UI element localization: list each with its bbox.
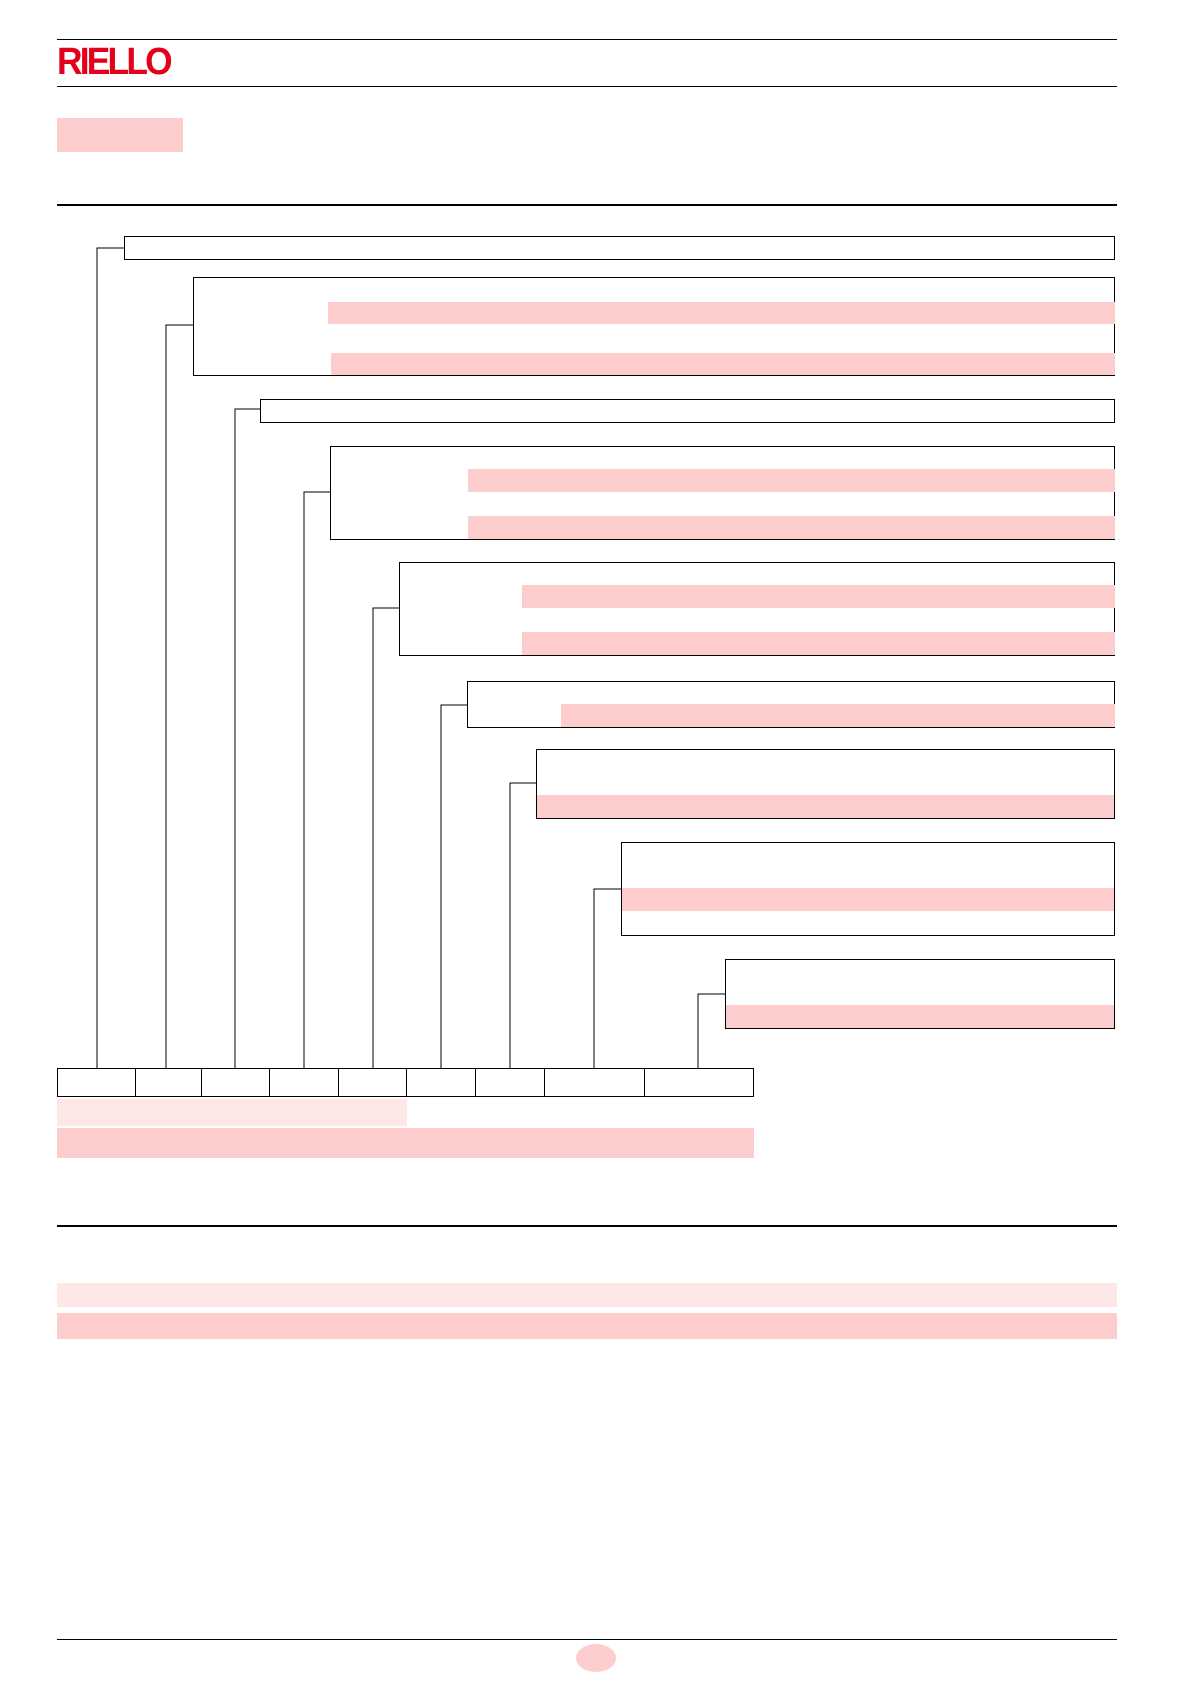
code-cell-9 xyxy=(644,1068,754,1097)
section-rule-bottom xyxy=(57,1225,1117,1227)
code-cell-5 xyxy=(338,1068,407,1097)
code-cell-8 xyxy=(544,1068,645,1097)
header-bottom-rule xyxy=(57,86,1117,87)
header-top-rule xyxy=(57,39,1117,40)
page-number-badge xyxy=(576,1644,616,1672)
footer-rule xyxy=(57,1639,1117,1640)
code-cell-6 xyxy=(406,1068,476,1097)
designation-box-6-text xyxy=(561,704,1115,727)
section-title-redacted xyxy=(57,118,183,152)
designation-box-2 xyxy=(193,277,1115,376)
designation-box-7-text xyxy=(537,795,1114,818)
designation-box-4-text-b xyxy=(468,516,1115,539)
designation-box-2-text-b xyxy=(331,353,1115,375)
designation-box-3 xyxy=(260,399,1115,423)
designation-box-9 xyxy=(725,959,1115,1029)
riello-logo: RIELLO xyxy=(57,41,173,83)
designation-box-2-text-a xyxy=(328,302,1115,324)
designation-box-8 xyxy=(621,842,1115,936)
designation-box-8-text xyxy=(622,888,1114,911)
section-rule-top xyxy=(57,204,1117,206)
designation-box-9-text xyxy=(726,1005,1114,1028)
extended-designation-redacted xyxy=(57,1128,754,1158)
designation-box-5-text-b xyxy=(522,632,1115,655)
basic-designation-redacted xyxy=(57,1099,407,1126)
designation-box-4 xyxy=(330,446,1115,540)
code-cell-4 xyxy=(269,1068,339,1097)
designation-box-4-text-a xyxy=(468,469,1115,492)
code-cell-3 xyxy=(201,1068,270,1097)
text-line-redacted-2 xyxy=(57,1313,1117,1339)
code-cell-1 xyxy=(57,1068,136,1097)
designation-box-5-text-a xyxy=(522,585,1115,608)
code-cell-7 xyxy=(475,1068,545,1097)
code-cell-2 xyxy=(135,1068,202,1097)
designation-box-1 xyxy=(124,236,1115,260)
designation-box-5 xyxy=(399,562,1115,656)
text-line-redacted-1 xyxy=(57,1283,1117,1307)
designation-box-7 xyxy=(536,749,1115,819)
